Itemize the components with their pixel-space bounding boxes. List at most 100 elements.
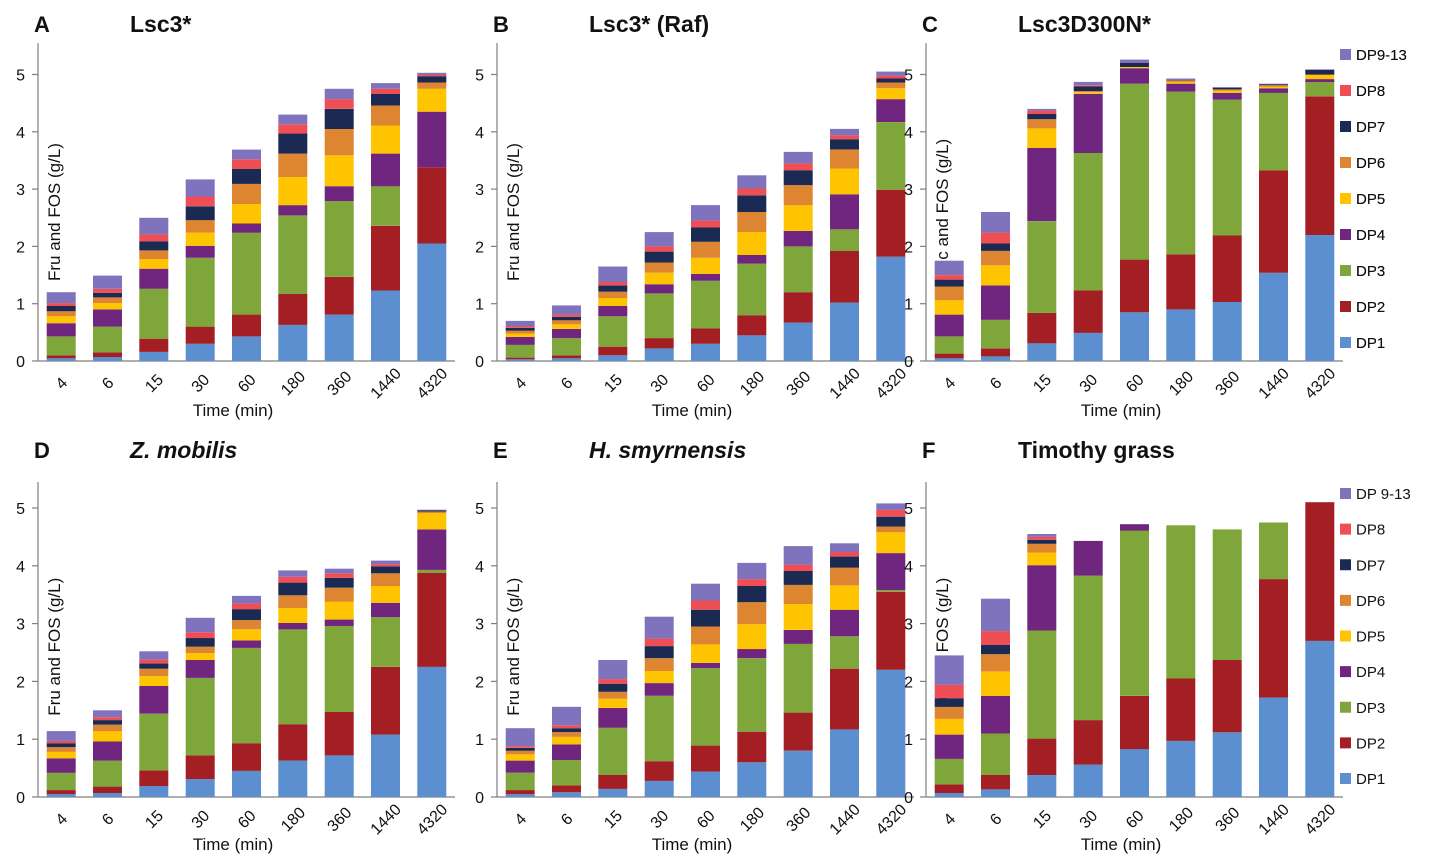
bar-segment-dp7: [691, 227, 720, 242]
bar-segment-dp9-13: [139, 651, 169, 660]
x-tick-label: 30: [648, 371, 673, 396]
y-tick-label: 0: [475, 354, 484, 371]
bar-segment-dp5: [139, 676, 169, 686]
bar-segment-dp5: [737, 232, 767, 255]
bar-segment-dp8: [417, 74, 447, 77]
bar-segment-dp6: [1212, 89, 1242, 91]
bar-segment-dp7: [371, 566, 400, 574]
bar-segment-dp3: [185, 257, 215, 327]
bar-segment-dp2: [934, 353, 964, 359]
bar-segment-dp1: [1259, 697, 1288, 797]
bar-segment-dp1: [783, 750, 813, 797]
bar-segment-dp4: [934, 734, 964, 759]
x-tick-label: 360: [1213, 804, 1244, 835]
bar-segment-dp9-13: [1027, 534, 1057, 537]
x-tick-label: 360: [325, 804, 356, 835]
bar-segment-dp4: [552, 328, 581, 339]
bar-segment-dp9-13: [644, 232, 674, 247]
bar-segment-dp4: [46, 758, 76, 773]
legend-swatch: [1340, 49, 1351, 60]
bar-segment-dp5: [1120, 67, 1149, 69]
bar-segment-dp5: [232, 629, 261, 641]
legend-swatch: [1340, 121, 1351, 132]
y-tick-label: 1: [904, 297, 913, 314]
legend-label: DP8: [1356, 83, 1385, 100]
bar-segment-dp8: [371, 564, 400, 567]
bar-segment-dp5: [783, 603, 813, 630]
bar-segment-dp7: [830, 556, 859, 568]
bar-segment-dp6: [1027, 543, 1057, 553]
bar-segment-dp4: [1073, 540, 1103, 576]
bar-segment-dp7: [1166, 79, 1196, 81]
bar-segment-dp2: [417, 167, 447, 244]
bar-segment-dp7: [1073, 86, 1103, 92]
x-tick-label: 6: [558, 811, 576, 829]
bar-segment-dp9-13: [981, 212, 1010, 233]
bar-segment-dp5: [783, 205, 813, 231]
bar-segment-dp6: [644, 262, 674, 273]
bar-segment-dp4: [737, 255, 767, 264]
bar-segment-dp3: [1259, 522, 1288, 580]
chart-title: Timothy grass: [1018, 437, 1175, 463]
bar-segment-dp7: [981, 645, 1010, 655]
bar-segment-dp8: [876, 509, 906, 517]
chart-title: Lsc3*: [130, 11, 191, 37]
legend-label: DP 9-13: [1356, 486, 1411, 503]
bar-segment-dp3: [981, 319, 1010, 349]
y-tick-label: 2: [904, 239, 913, 256]
bar-segment-dp1: [1212, 732, 1242, 797]
bar-segment-dp7: [598, 683, 628, 692]
legend-label: DP8: [1356, 83, 1385, 100]
bar-segment-dp2: [1120, 259, 1149, 313]
bar-segment-dp2: [232, 314, 261, 337]
bar-segment-dp9-13: [598, 266, 628, 282]
bar-segment-dp2: [552, 355, 581, 359]
x-tick-label: 15: [1030, 371, 1055, 396]
x-tick-label: 30: [189, 807, 214, 832]
x-tick-label: 15: [1030, 807, 1055, 832]
bar-segment-dp2: [1027, 738, 1057, 775]
bar-segment-dp3: [93, 760, 122, 787]
y-tick-label: 2: [904, 674, 913, 691]
bar-segment-dp1: [691, 343, 720, 361]
bar-segment-dp3: [1259, 92, 1288, 171]
bar-segment-dp1: [278, 760, 308, 797]
bar-segment-dp1: [324, 755, 354, 797]
bar-segment-dp4: [783, 630, 813, 644]
bar-segment-dp3: [278, 215, 308, 294]
bar-segment-dp4: [185, 245, 215, 258]
bar-segment-dp9-13: [981, 598, 1010, 632]
bar-segment-dp7: [417, 510, 447, 512]
bar-segment-dp2: [417, 572, 447, 667]
bar-segment-dp6: [278, 595, 308, 608]
legend-swatch: [1340, 265, 1351, 276]
bar-segment-dp6: [46, 311, 76, 317]
bar-segment-dp6: [1166, 80, 1196, 82]
bar-segment-dp6: [232, 183, 261, 204]
bar-segment-dp7: [324, 577, 354, 588]
bar-segment-dp8: [46, 303, 76, 306]
bar-segment-dp2: [93, 352, 122, 357]
bar-segment-dp7: [278, 582, 308, 596]
bar-segment-dp5: [185, 232, 215, 246]
bar-segment-dp3: [552, 338, 581, 356]
bar-segment-dp3: [1027, 221, 1057, 313]
bar-segment-dp1: [1166, 309, 1196, 361]
x-tick-label: 1440: [1256, 801, 1293, 838]
bar-segment-dp3: [644, 293, 674, 339]
bar-segment-dp6: [934, 706, 964, 719]
bar-segment-dp1: [737, 335, 767, 361]
bar-segment-dp9-13: [737, 175, 767, 189]
legend-label: DP1: [1356, 335, 1385, 352]
bar-segment-dp5: [1212, 90, 1242, 93]
bar-segment-dp6: [598, 291, 628, 298]
x-tick-label: 1440: [827, 365, 864, 402]
bar-segment-dp4: [830, 194, 859, 230]
bar-segment-dp2: [1212, 660, 1242, 733]
bar-segment-dp4: [552, 744, 581, 760]
y-axis-label: Fru and FOS (g/L): [504, 143, 523, 281]
bar-segment-dp8: [1027, 110, 1057, 114]
bar-segment-dp5: [981, 265, 1010, 286]
bar-segment-dp8: [552, 314, 581, 317]
